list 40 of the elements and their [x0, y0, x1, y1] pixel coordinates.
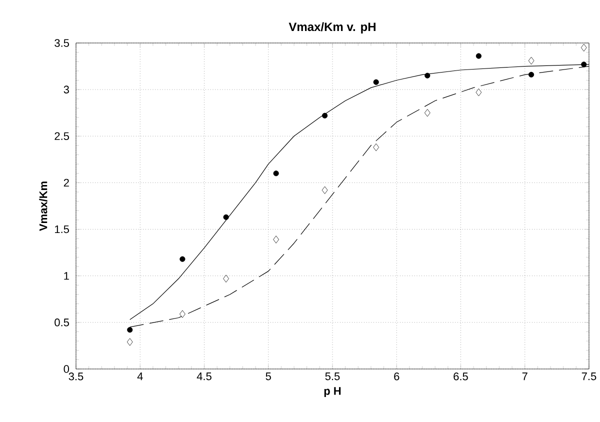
x-tick-label: 5.5	[325, 372, 340, 380]
point	[528, 56, 534, 65]
x-tick-label: 6.5	[454, 372, 468, 380]
y-tick-label: 0	[64, 365, 70, 373]
y-tick-label: 0.5	[54, 318, 69, 326]
point	[373, 143, 380, 152]
y-tick-label: 1.5	[55, 225, 69, 234]
x-tick-label: 6	[394, 372, 400, 380]
point	[223, 274, 229, 282]
point	[180, 256, 186, 262]
x-tick-label: 4	[137, 372, 143, 380]
point	[126, 338, 133, 346]
point	[424, 109, 430, 117]
y-tick-label: 1	[64, 272, 69, 280]
chart-title: Vmax/Km v. pH	[288, 22, 376, 34]
x-tick-label: 7	[522, 372, 528, 380]
point	[580, 44, 587, 52]
x-axis-title: p H	[324, 387, 341, 398]
point	[476, 53, 482, 59]
point	[273, 170, 279, 176]
x-tick-label: 3.5	[68, 372, 84, 380]
y-tick-label: 2	[64, 178, 69, 187]
point	[476, 88, 482, 96]
x-tick-label: 4.5	[196, 372, 212, 380]
x-tick-label: 7.5	[582, 372, 596, 380]
point	[373, 79, 379, 85]
point	[127, 327, 133, 333]
y-tick-label: 2.5	[54, 132, 69, 140]
point	[528, 72, 534, 78]
y-tick-label: 3.5	[54, 39, 69, 47]
point	[322, 112, 328, 118]
point	[223, 214, 229, 220]
point	[424, 72, 430, 78]
point	[180, 310, 186, 318]
point	[581, 62, 587, 68]
point	[273, 236, 279, 244]
y-axis-title: Vmax/Km	[39, 182, 48, 231]
point	[322, 186, 328, 194]
x-tick-label: 5	[266, 372, 271, 380]
y-tick-label: 3	[64, 86, 69, 94]
